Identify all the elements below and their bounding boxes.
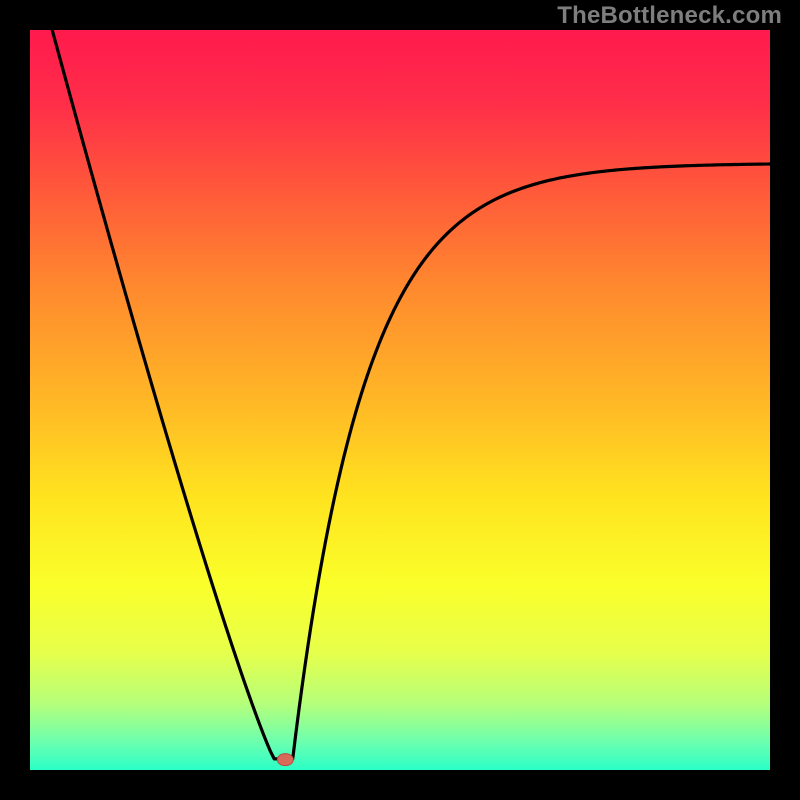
valley-marker	[277, 754, 293, 766]
chart-frame: TheBottleneck.com	[0, 0, 800, 800]
bottleneck-curve	[30, 30, 770, 770]
plot-area	[30, 30, 770, 770]
curve-path	[52, 30, 770, 759]
watermark-text: TheBottleneck.com	[557, 2, 782, 30]
